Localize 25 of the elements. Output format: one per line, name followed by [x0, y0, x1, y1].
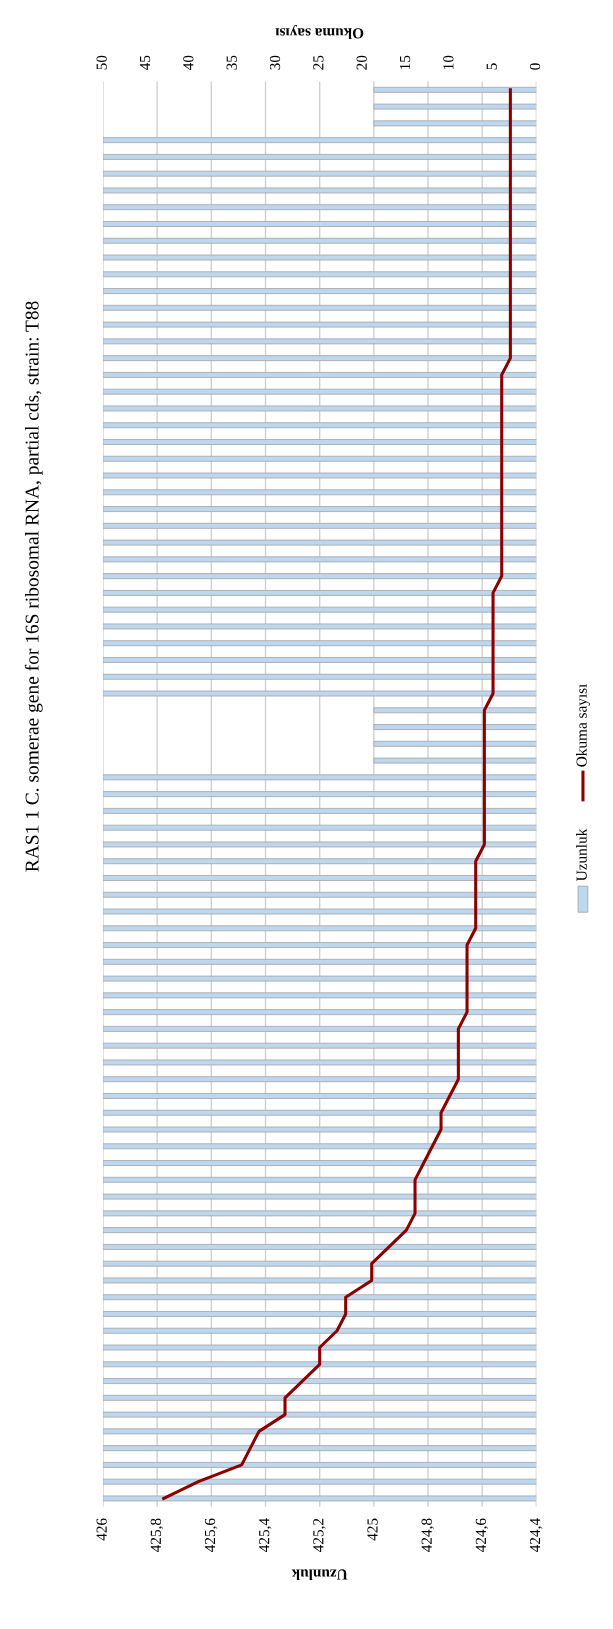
x-tick-label: 425,8	[150, 1518, 164, 1553]
x2-tick-label: 25	[313, 55, 324, 70]
x2-tick-label: 50	[96, 55, 107, 70]
x2-tick-label: 40	[183, 55, 194, 71]
x-axis-title: Uzunluk	[291, 1569, 348, 1581]
x2-tick-label: 45	[139, 55, 151, 71]
x-tick-label: 425,6	[204, 1518, 218, 1553]
x-tick-label: 425	[367, 1518, 378, 1541]
x2-axis-title: Okuma sayısı	[275, 25, 364, 39]
x-tick-label: 425,2	[313, 1518, 326, 1553]
x2-tick-label: 30	[269, 55, 281, 70]
text: RAS1 1 C. somerae gene for 16S ribosomal RNA, partial cds, strain: T88	[24, 301, 43, 872]
text: Okuma sayısı	[576, 683, 590, 767]
x-tick-label: 426	[96, 1518, 107, 1541]
x2-tick-label: 10	[443, 55, 454, 69]
x2-tick-label: 5	[486, 63, 497, 70]
x2-tick-label: 35	[226, 55, 237, 70]
x2-tick-label: 20	[356, 55, 367, 70]
x2-tick-label: 0	[529, 63, 541, 70]
x-tick-label: 424,4	[529, 1518, 543, 1553]
x2-tick-label: 15	[399, 55, 411, 69]
x-tick-label: 425,4	[259, 1518, 272, 1553]
x-tick-label: 424,6	[475, 1518, 489, 1553]
x-tick-label: 424,8	[421, 1518, 435, 1553]
text: Uzunluk	[576, 828, 587, 881]
